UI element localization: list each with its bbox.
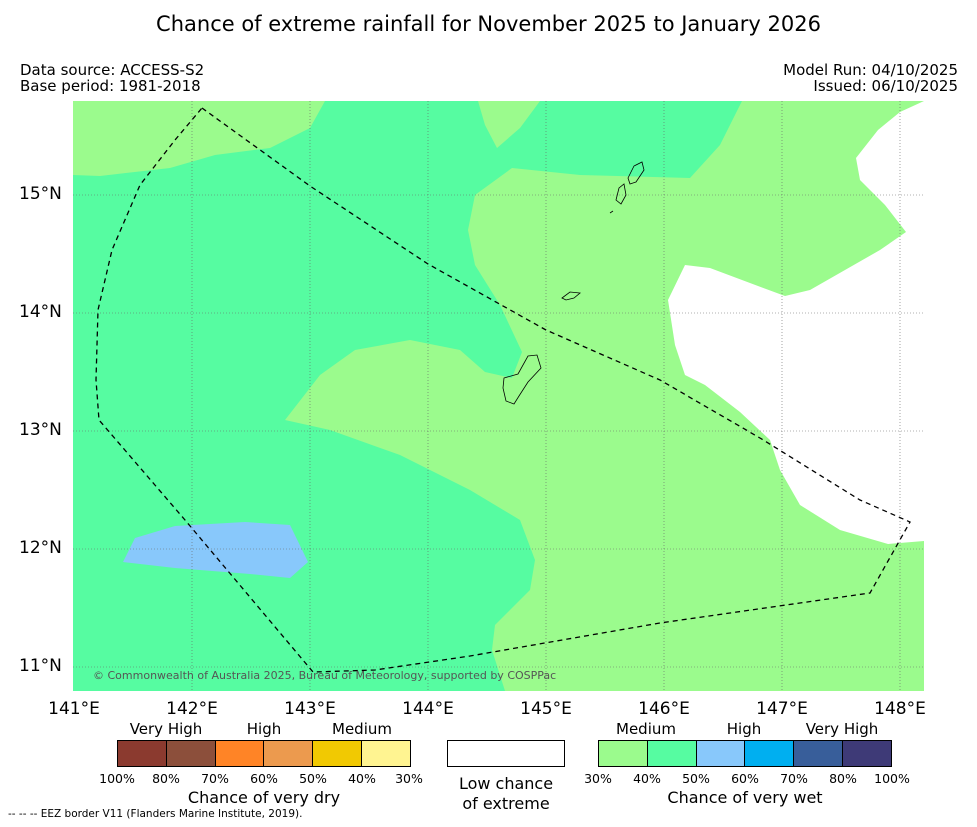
dry-swatch xyxy=(215,741,265,766)
lat-label-15n: 15°N xyxy=(19,184,62,204)
dry-very-high-label: Very High xyxy=(129,720,203,738)
wet-medium-label: Medium xyxy=(616,720,676,738)
dry-high-label: High xyxy=(246,720,282,738)
issued-date: Issued: 06/10/2025 xyxy=(813,77,958,95)
dry-tick: 60% xyxy=(250,771,278,786)
wet-swatch xyxy=(843,741,891,766)
base-period: Base period: 1981-2018 xyxy=(20,77,201,95)
wet-colorbar xyxy=(598,740,892,767)
dry-tick: 70% xyxy=(201,771,229,786)
dry-swatch xyxy=(166,741,216,766)
zone-medium-wet-east xyxy=(285,101,924,691)
dry-colorbar xyxy=(117,740,411,767)
lat-label-14n: 14°N xyxy=(19,302,62,322)
island-guam xyxy=(502,354,542,405)
dry-tick: 50% xyxy=(299,771,327,786)
map-title: Chance of extreme rainfall for November … xyxy=(156,12,821,36)
wet-very-high-label: Very High xyxy=(805,720,879,738)
island-saipan xyxy=(627,161,645,185)
zone-high-wet xyxy=(123,522,308,578)
islands xyxy=(502,161,645,405)
lon-label-146e: 146°E xyxy=(638,699,690,719)
lon-label-147e: 147°E xyxy=(756,699,808,719)
source-info: Data source: ACCESS-S2 Base period: 1981… xyxy=(20,62,204,94)
lon-label-145e: 145°E xyxy=(520,699,572,719)
wet-tick: 100% xyxy=(874,771,910,786)
wet-swatch xyxy=(794,741,844,766)
map-area: © Commonwealth of Australia 2025, Bureau… xyxy=(73,101,924,691)
wet-tick: 50% xyxy=(682,771,710,786)
dry-tick: 80% xyxy=(152,771,180,786)
eez-footnote: -- -- -- EEZ border V11 (Flanders Marine… xyxy=(8,808,303,820)
lon-label-142e: 142°E xyxy=(166,699,218,719)
low-chance-line1: Low chance xyxy=(458,774,554,793)
zone-low-chance-east xyxy=(668,101,924,544)
eez-border xyxy=(95,107,911,673)
wet-tick: 60% xyxy=(731,771,759,786)
low-chance-line2: of extreme xyxy=(462,794,550,813)
island-tinian xyxy=(615,183,627,205)
lon-label-141e: 141°E xyxy=(48,699,100,719)
lon-label-148e: 148°E xyxy=(874,699,926,719)
wet-tick: 70% xyxy=(780,771,808,786)
wet-tick: 40% xyxy=(633,771,661,786)
island-rota xyxy=(561,291,581,301)
wet-swatch xyxy=(745,741,795,766)
dry-tick: 40% xyxy=(348,771,376,786)
dry-tick: 30% xyxy=(395,771,423,786)
dry-swatch xyxy=(118,741,167,766)
dry-colorbar-title: Chance of very dry xyxy=(187,788,341,807)
lon-label-143e: 143°E xyxy=(284,699,336,719)
lat-label-13n: 13°N xyxy=(19,420,62,440)
dry-swatch xyxy=(313,741,363,766)
lon-label-144e: 144°E xyxy=(402,699,454,719)
lat-label-12n: 12°N xyxy=(19,538,62,558)
data-source: Data source: ACCESS-S2 xyxy=(20,61,205,79)
dry-swatch xyxy=(264,741,314,766)
lat-label-11n: 11°N xyxy=(19,656,62,676)
dry-swatch xyxy=(362,741,410,766)
wet-colorbar-title: Chance of very wet xyxy=(667,788,823,807)
dry-medium-label: Medium xyxy=(332,720,392,738)
zone-medium-wet-north xyxy=(478,101,540,148)
wet-high-label: High xyxy=(726,720,762,738)
dry-tick: 100% xyxy=(99,771,135,786)
model-run: Model Run: 04/10/2025 xyxy=(783,61,958,79)
wet-swatch xyxy=(696,741,746,766)
low-chance-label: Low chance of extreme xyxy=(447,774,565,814)
graticule xyxy=(73,101,924,691)
copyright-notice: © Commonwealth of Australia 2025, Bureau… xyxy=(93,669,556,682)
low-chance-swatch xyxy=(447,740,565,767)
run-info: Model Run: 04/10/2025 Issued: 06/10/2025 xyxy=(783,62,958,94)
island-aguijan xyxy=(609,210,614,214)
wet-swatch xyxy=(647,741,697,766)
zone-medium-wet-northwest xyxy=(73,101,325,176)
wet-swatch xyxy=(599,741,648,766)
wet-tick: 80% xyxy=(829,771,857,786)
wet-tick: 30% xyxy=(584,771,612,786)
